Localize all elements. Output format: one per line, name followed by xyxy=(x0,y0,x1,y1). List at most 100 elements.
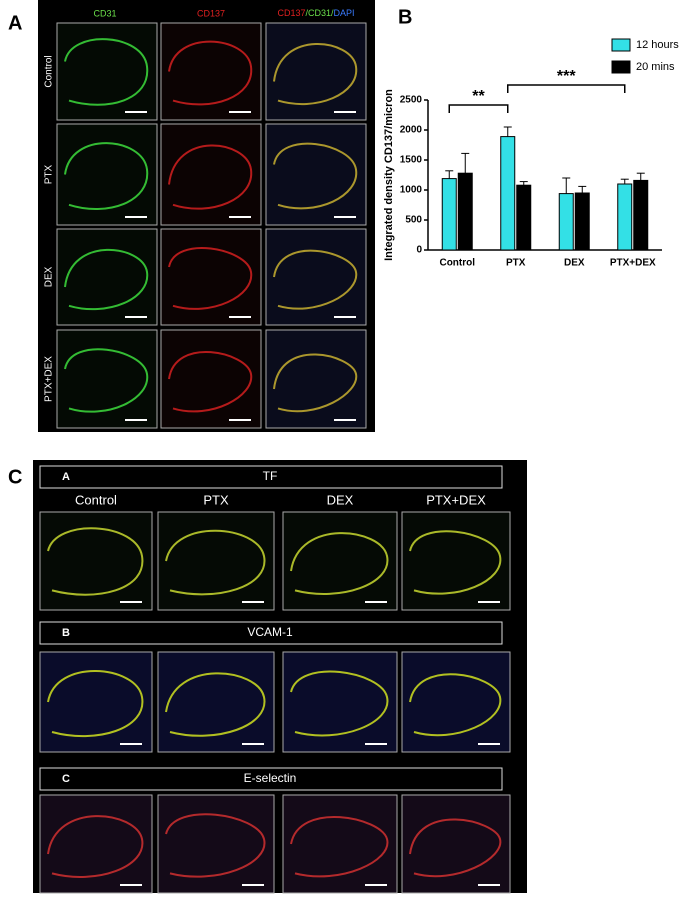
y-tick-label: 1000 xyxy=(400,185,423,196)
column-header: PTX xyxy=(203,492,229,507)
micrograph-frame xyxy=(157,794,275,894)
micrograph xyxy=(39,511,153,611)
vessel-outline xyxy=(290,815,389,878)
vessel-outline xyxy=(273,249,358,310)
vessel-outline xyxy=(290,670,389,737)
section-header-box xyxy=(39,465,503,489)
vessel-outline xyxy=(273,43,358,106)
micrograph xyxy=(265,123,367,226)
micrograph-frame xyxy=(160,228,262,326)
y-axis-label: Integrated density CD137/micron xyxy=(383,89,395,261)
y-tick-label: 0 xyxy=(416,245,422,256)
y-tick-label: 2000 xyxy=(400,125,423,136)
micrograph xyxy=(56,329,158,429)
legend-label: 20 mins xyxy=(636,61,675,73)
section-letter: B xyxy=(62,627,70,639)
column-header: Control xyxy=(75,492,117,507)
y-tick-label: 1500 xyxy=(400,155,423,166)
micrograph-frame xyxy=(56,329,158,429)
micrograph-frame xyxy=(39,794,153,894)
section-header-box xyxy=(39,767,503,791)
header-part: DAPI xyxy=(334,8,355,18)
vessel-outline xyxy=(64,248,149,311)
vessel-outline xyxy=(168,351,253,413)
vessel-outline xyxy=(273,353,358,413)
bar xyxy=(633,179,649,251)
vessel-outline xyxy=(47,527,144,596)
micrograph-frame xyxy=(157,511,275,611)
vessel-outline xyxy=(168,40,253,106)
row-label: Control xyxy=(44,55,55,87)
row-label: PTX+DEX xyxy=(44,356,55,402)
micrograph xyxy=(56,228,158,326)
column-header: DEX xyxy=(327,492,354,507)
micrograph-frame xyxy=(282,511,398,611)
vessel-outline xyxy=(409,530,502,595)
micrograph-frame xyxy=(160,329,262,429)
micrograph-frame xyxy=(157,651,275,753)
x-tick-label: PTX xyxy=(506,258,526,269)
legend-label: 12 hours xyxy=(636,39,679,51)
bar xyxy=(574,192,590,251)
vessel-outline xyxy=(290,532,389,595)
micrograph-frame xyxy=(401,651,511,753)
header-part: CD137 xyxy=(277,8,305,18)
row-label: DEX xyxy=(44,266,55,287)
micrograph xyxy=(265,22,367,121)
vessel-outline xyxy=(64,38,149,106)
bar xyxy=(500,136,516,251)
micrograph xyxy=(39,794,153,894)
vessel-outline xyxy=(168,144,253,210)
section-title: E-selectin xyxy=(244,771,297,785)
micrograph xyxy=(56,123,158,226)
micrograph xyxy=(265,329,367,429)
panel-label: B xyxy=(398,6,412,28)
micrograph-frame xyxy=(160,22,262,121)
legend-swatch xyxy=(611,38,631,52)
panel-label: A xyxy=(8,12,22,34)
vessel-outline xyxy=(47,815,144,878)
x-tick-label: Control xyxy=(439,258,475,269)
vessel-outline xyxy=(165,529,266,596)
column-header: CD137/CD31/DAPI xyxy=(277,8,354,18)
column-header: CD31 xyxy=(93,8,116,18)
significance-bracket xyxy=(448,104,509,113)
micrograph-frame xyxy=(56,228,158,326)
bar xyxy=(617,183,633,251)
micrograph xyxy=(401,651,511,753)
micrograph xyxy=(56,22,158,121)
micrograph-frame xyxy=(265,228,367,326)
significance-label: ** xyxy=(472,88,485,105)
micrograph-frame xyxy=(265,329,367,429)
micrograph-frame xyxy=(401,511,511,611)
micrograph xyxy=(160,329,262,429)
micrograph-frame xyxy=(56,22,158,121)
micrograph xyxy=(265,228,367,326)
vessel-outline xyxy=(64,142,149,210)
micrograph-frame xyxy=(39,651,153,753)
bar xyxy=(516,184,532,251)
panel-label: C xyxy=(8,466,22,488)
vessel-outline xyxy=(273,142,358,210)
column-header: PTX+DEX xyxy=(426,492,486,507)
y-tick-label: 2500 xyxy=(400,95,423,106)
vessel-outline xyxy=(409,818,502,878)
micrograph-frame xyxy=(282,651,398,753)
section-letter: C xyxy=(62,773,70,785)
micrograph xyxy=(282,511,398,611)
vessel-outline xyxy=(409,673,502,737)
micrograph-frame xyxy=(39,511,153,611)
micrograph xyxy=(157,511,275,611)
micrograph xyxy=(401,794,511,894)
section-title: VCAM-1 xyxy=(247,625,293,639)
significance-bracket xyxy=(507,84,626,93)
bar xyxy=(457,172,473,251)
significance-label: *** xyxy=(557,68,576,85)
vessel-outline xyxy=(165,672,266,737)
micrograph xyxy=(401,511,511,611)
section-letter: A xyxy=(62,471,70,483)
micrograph xyxy=(160,228,262,326)
x-tick-label: DEX xyxy=(564,258,585,269)
